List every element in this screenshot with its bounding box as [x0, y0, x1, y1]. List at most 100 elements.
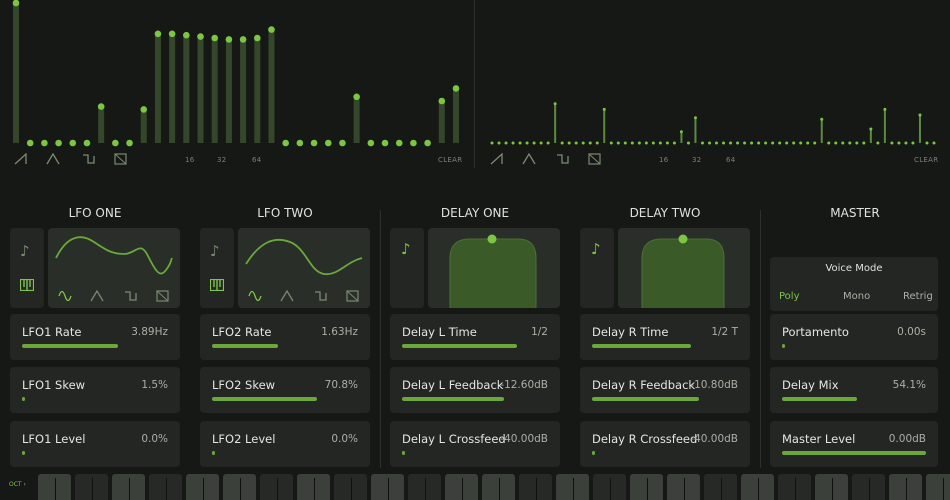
- random-icon[interactable]: [346, 287, 360, 306]
- step-point[interactable]: [296, 139, 304, 147]
- step-bar[interactable]: [197, 36, 204, 143]
- step-bar[interactable]: [268, 29, 275, 144]
- octave-button[interactable]: OCT ›: [9, 481, 26, 488]
- step-point[interactable]: [722, 141, 726, 145]
- step-point[interactable]: [658, 141, 662, 145]
- piano-keyboard[interactable]: [0, 474, 950, 500]
- saw-icon[interactable]: [14, 153, 28, 165]
- step-count-32[interactable]: 32: [217, 156, 227, 164]
- step-point[interactable]: [452, 85, 460, 92]
- triangle-icon[interactable]: [46, 153, 60, 165]
- step-point[interactable]: [883, 107, 887, 111]
- step-point[interactable]: [225, 36, 233, 43]
- sine-icon[interactable]: [58, 287, 72, 306]
- white-key[interactable]: [630, 474, 663, 500]
- step-point[interactable]: [112, 139, 119, 147]
- step-point[interactable]: [490, 141, 494, 145]
- step-point[interactable]: [55, 139, 62, 147]
- step-point[interactable]: [651, 141, 655, 145]
- step-point[interactable]: [424, 139, 431, 147]
- step-bar[interactable]: [211, 38, 218, 143]
- white-key[interactable]: [926, 474, 950, 500]
- step-point[interactable]: [890, 141, 894, 145]
- step-point[interactable]: [560, 141, 564, 145]
- voice-mode-mono[interactable]: Mono: [843, 291, 871, 302]
- black-key[interactable]: [704, 474, 737, 500]
- step-bar[interactable]: [254, 38, 261, 143]
- random-icon[interactable]: [114, 153, 128, 165]
- step-point[interactable]: [211, 34, 219, 42]
- step-bar[interactable]: [554, 103, 557, 143]
- step-point[interactable]: [26, 139, 34, 147]
- step-point[interactable]: [729, 141, 733, 145]
- note-icon[interactable]: ♪: [20, 242, 30, 260]
- white-key[interactable]: [186, 474, 219, 500]
- triangle-icon[interactable]: [90, 287, 104, 306]
- step-point[interactable]: [637, 141, 641, 145]
- param-slider[interactable]: [212, 451, 358, 455]
- step-bar[interactable]: [183, 35, 190, 144]
- step-point[interactable]: [12, 0, 20, 7]
- clear-button[interactable]: CLEAR: [914, 156, 939, 164]
- step-point[interactable]: [630, 141, 634, 145]
- step-point[interactable]: [778, 141, 782, 145]
- step-point[interactable]: [140, 106, 148, 113]
- step-point[interactable]: [197, 33, 204, 40]
- step-point[interactable]: [771, 141, 775, 145]
- keyboard-icon[interactable]: [19, 276, 35, 295]
- param-slider[interactable]: [592, 344, 738, 348]
- white-key[interactable]: [815, 474, 848, 500]
- step-point[interactable]: [911, 141, 915, 145]
- step-point[interactable]: [41, 139, 48, 147]
- lfo-one-param-row[interactable]: LFO1 Skew 1.5%: [10, 367, 180, 413]
- black-key[interactable]: [75, 474, 108, 500]
- voice-mode-poly[interactable]: Poly: [779, 291, 800, 302]
- step-bar[interactable]: [883, 109, 886, 143]
- white-key[interactable]: [445, 474, 478, 500]
- step-bar[interactable]: [154, 33, 161, 143]
- step-point[interactable]: [239, 36, 247, 43]
- note-icon[interactable]: ♪: [210, 242, 220, 260]
- step-point[interactable]: [595, 141, 599, 145]
- lfo-two-param-row[interactable]: LFO2 Level 0.0%: [200, 421, 370, 467]
- step-bar[interactable]: [169, 33, 176, 143]
- square-icon[interactable]: [556, 153, 570, 165]
- step-bar[interactable]: [13, 3, 19, 143]
- white-key[interactable]: [556, 474, 589, 500]
- step-point[interactable]: [154, 30, 162, 38]
- white-key[interactable]: [482, 474, 515, 500]
- step-point[interactable]: [353, 93, 360, 101]
- step-bar[interactable]: [680, 131, 683, 143]
- param-slider[interactable]: [402, 397, 548, 401]
- lfo-two-param-row[interactable]: LFO2 Skew 70.8%: [200, 367, 370, 413]
- step-point[interactable]: [700, 141, 704, 145]
- square-icon[interactable]: [124, 287, 138, 306]
- step-point[interactable]: [126, 139, 133, 147]
- param-slider[interactable]: [782, 344, 926, 348]
- step-bar[interactable]: [240, 39, 247, 143]
- clear-button[interactable]: CLEAR: [438, 156, 463, 164]
- param-slider[interactable]: [592, 451, 738, 455]
- step-point[interactable]: [497, 141, 501, 145]
- random-icon[interactable]: [588, 153, 602, 165]
- white-key[interactable]: [297, 474, 330, 500]
- note-icon[interactable]: ♪: [591, 240, 601, 258]
- step-point[interactable]: [644, 141, 648, 145]
- step-point[interactable]: [932, 141, 936, 145]
- step-point[interactable]: [785, 141, 789, 145]
- step-point[interactable]: [806, 141, 810, 145]
- step-point[interactable]: [820, 117, 824, 121]
- step-point[interactable]: [504, 141, 508, 145]
- step-point[interactable]: [855, 141, 859, 145]
- step-point[interactable]: [518, 141, 522, 145]
- param-slider[interactable]: [22, 344, 168, 348]
- voice-mode-selector[interactable]: Voice Mode Poly Mono Retrig: [770, 257, 938, 311]
- param-slider[interactable]: [592, 397, 738, 401]
- sine-icon[interactable]: [248, 287, 262, 306]
- step-point[interactable]: [862, 141, 866, 145]
- step-point[interactable]: [750, 141, 754, 145]
- step-point[interactable]: [679, 130, 683, 134]
- step-bar[interactable]: [225, 39, 232, 143]
- step-point[interactable]: [848, 141, 852, 145]
- step-point[interactable]: [97, 103, 105, 110]
